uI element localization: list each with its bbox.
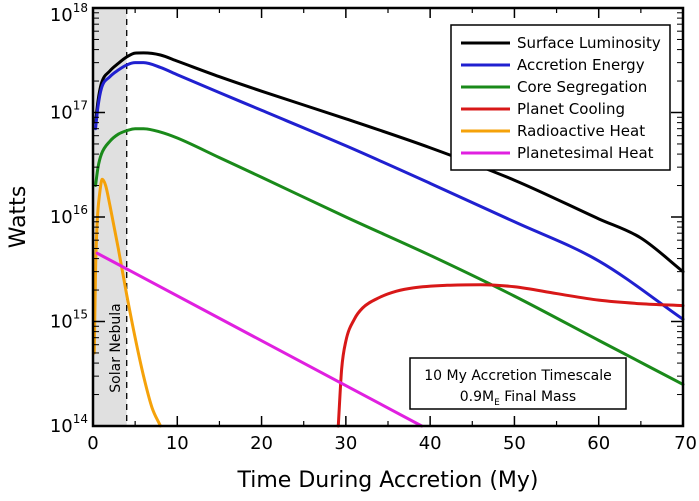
legend-label: Radioactive Heat [517, 122, 645, 140]
legend-label: Accretion Energy [517, 56, 645, 74]
annotation-frame [409, 357, 627, 410]
series-line-accretion-energy [94, 61, 685, 321]
series-curves [92, 51, 685, 428]
annotation-mass-label: Final Mass [500, 389, 576, 405]
x-tick-label: 40 [419, 433, 442, 454]
y-tick-exponent: 15 [73, 308, 88, 322]
y-axis-title: Watts [6, 186, 31, 249]
y-tick-exponent: 14 [73, 412, 88, 426]
x-tick-label: 30 [334, 433, 357, 454]
y-tick-base: 10 [50, 5, 73, 26]
legend-box [450, 24, 671, 171]
series-line-radioactive-heat [92, 177, 162, 428]
x-tick-label: 50 [503, 433, 526, 454]
x-tick-label: 0 [87, 433, 98, 454]
legend-label: Planetesimal Heat [517, 144, 654, 162]
y-tick-label: 1016 [50, 203, 88, 228]
y-tick-exponent: 17 [73, 99, 88, 113]
y-tick-label: 1015 [50, 308, 88, 333]
y-tick-base: 10 [50, 416, 73, 437]
y-tick-base: 10 [50, 312, 73, 333]
x-tick-label: 10 [166, 433, 189, 454]
y-tick-exponent: 16 [73, 203, 88, 217]
solar-nebula-label: Solar Nebula [108, 303, 124, 392]
series-line-planet-cooling [336, 283, 685, 428]
x-tick-label: 60 [587, 433, 610, 454]
x-tick-label: 20 [250, 433, 273, 454]
annotation-line-2: 0.9ME Final Mass [460, 389, 576, 408]
legend: Surface Luminosity Accretion Energy Core S… [450, 24, 671, 171]
y-tick-base: 10 [50, 103, 73, 124]
series-line-planetesimal-heat [95, 251, 424, 428]
y-tick-label: 1014 [50, 412, 88, 437]
y-tick-label: 1017 [50, 99, 88, 124]
y-tick-label: 1018 [50, 1, 88, 26]
annotation-line-1: 10 My Accretion Timescale [424, 368, 611, 384]
annotation-mass-subscript: E [494, 398, 500, 408]
y-tick-exponent: 18 [73, 1, 88, 15]
y-tick-base: 10 [50, 207, 73, 228]
x-tick-label: 70 [674, 433, 697, 454]
legend-label: Core Segregation [517, 78, 647, 96]
legend-label: Surface Luminosity [517, 34, 661, 52]
series-line-surface-luminosity [94, 51, 685, 274]
legend-label: Planet Cooling [517, 100, 625, 118]
series-line-core-segregation [94, 127, 685, 386]
x-axis-title: Time During Accretion (My) [236, 468, 538, 493]
annotation-mass: 0.9M [460, 389, 494, 405]
annotation-box: 10 My Accretion Timescale 0.9ME Final Ma… [409, 357, 627, 410]
